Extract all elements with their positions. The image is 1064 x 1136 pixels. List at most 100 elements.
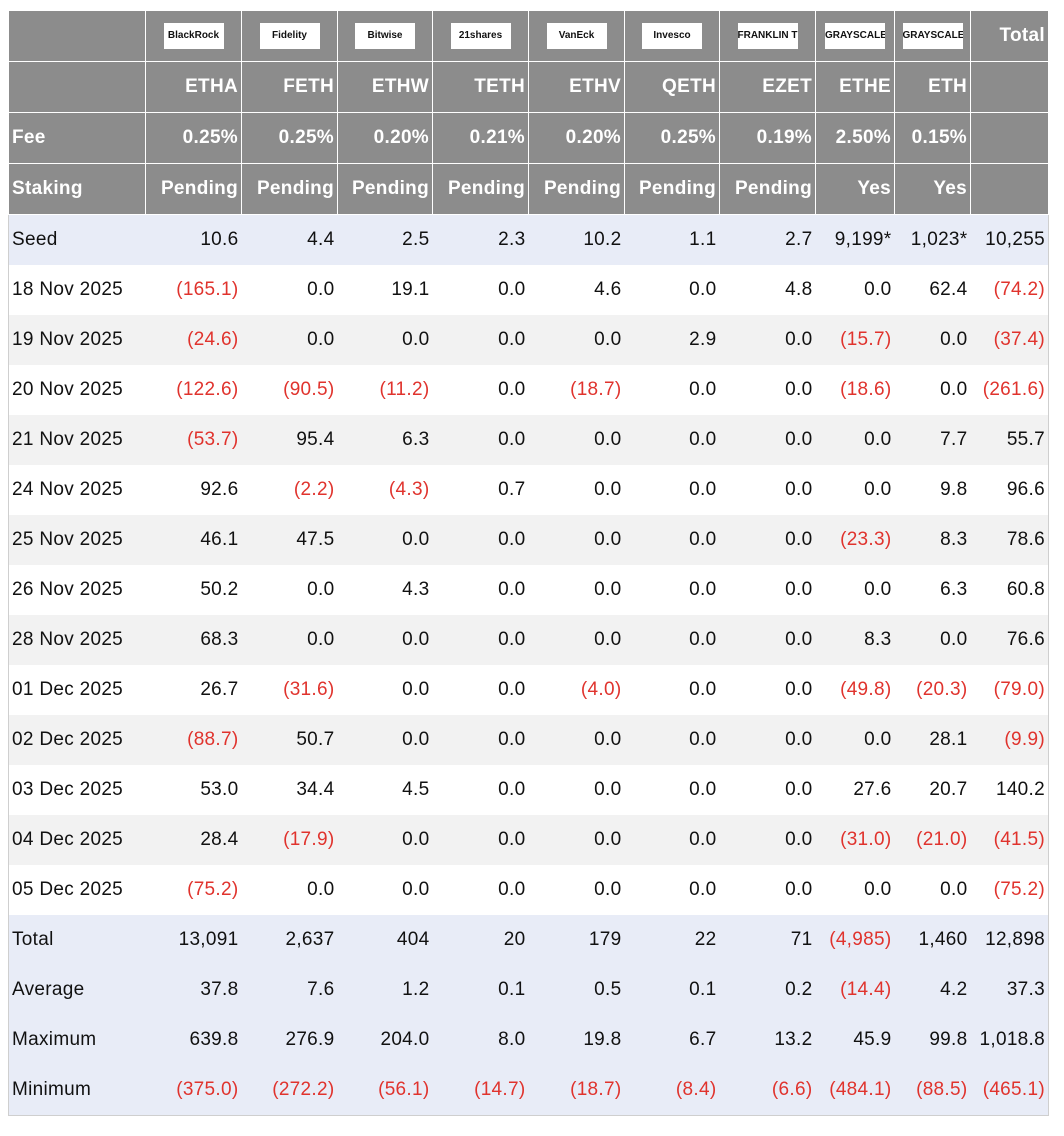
flow-cell: 78.6 <box>970 515 1049 565</box>
ticker: ETHV <box>528 61 625 113</box>
flow-cell: (465.1) <box>970 1065 1049 1116</box>
row-label: Staking <box>8 163 146 215</box>
table-body: BlackRock Fidelity Bitwise 21shares VanEck In… <box>8 10 1049 1116</box>
flow-cell: 68.3 <box>145 615 242 665</box>
flow-cell: (15.7) <box>815 315 895 365</box>
flow-cell: 50.2 <box>145 565 242 615</box>
flow-cell: (9.9) <box>970 715 1049 765</box>
flow-cell: 179 <box>528 915 625 965</box>
flow-cell: (14.4) <box>815 965 895 1015</box>
logo-cell: Fidelity <box>241 10 338 62</box>
data-row: 21 Nov 2025 (53.7) 95.4 6.3 0.0 0.0 0.0 0.0 0.0 7… <box>8 415 1049 465</box>
ticker: ETHA <box>145 61 242 113</box>
row-label: 01 Dec 2025 <box>8 665 146 715</box>
row-label: 26 Nov 2025 <box>8 565 146 615</box>
flow-cell: 27.6 <box>815 765 895 815</box>
flow-cell: (79.0) <box>970 665 1049 715</box>
flow-cell: 0.0 <box>624 715 720 765</box>
flow-cell: (8.4) <box>624 1065 720 1116</box>
ticker: TETH <box>432 61 529 113</box>
flow-cell: 276.9 <box>241 1015 338 1065</box>
flow-cell: 0.0 <box>528 465 625 515</box>
logo: VanEck <box>546 23 607 49</box>
flow-cell: 34.4 <box>241 765 338 815</box>
flow-cell: 140.2 <box>970 765 1049 815</box>
flow-cell: (31.6) <box>241 665 338 715</box>
data-row: 20 Nov 2025 (122.6) (90.5) (11.2) 0.0 (18.7) 0… <box>8 365 1049 415</box>
logo: Fidelity <box>259 23 320 49</box>
flow-cell: 0.0 <box>241 865 338 915</box>
logo-cell: Bitwise <box>337 10 433 62</box>
header-row: Staking Pending Pending Pending Pending Pendi… <box>8 163 1049 215</box>
flow-cell: 13.2 <box>719 1015 816 1065</box>
flow-cell: 1,460 <box>894 915 971 965</box>
flow-cell: 6.3 <box>337 415 433 465</box>
fee: 0.20% <box>337 112 433 164</box>
flow-cell: (4,985) <box>815 915 895 965</box>
data-row: 04 Dec 2025 28.4 (17.9) 0.0 0.0 0.0 0.0 0.0 (31.… <box>8 815 1049 865</box>
flow-cell: 0.0 <box>337 315 433 365</box>
flow-cell: 2.7 <box>719 214 816 265</box>
flow-cell: 0.0 <box>432 515 529 565</box>
flow-cell: 0.0 <box>719 315 816 365</box>
logo-cell: Invesco <box>624 10 720 62</box>
header-cell <box>970 112 1049 164</box>
ticker: ETH <box>894 61 971 113</box>
flow-cell: 26.7 <box>145 665 242 715</box>
flow-cell: 0.0 <box>719 815 816 865</box>
logo-cell: VanEck <box>528 10 625 62</box>
flow-cell: 0.0 <box>719 715 816 765</box>
logo: Invesco <box>642 23 702 49</box>
flow-cell: (18.6) <box>815 365 895 415</box>
row-label: 04 Dec 2025 <box>8 815 146 865</box>
flow-cell: (75.2) <box>145 865 242 915</box>
flow-cell: 47.5 <box>241 515 338 565</box>
logo-cell: 21shares <box>432 10 529 62</box>
staking: Yes <box>815 163 895 215</box>
flow-cell: (23.3) <box>815 515 895 565</box>
data-row: 26 Nov 2025 50.2 0.0 4.3 0.0 0.0 0.0 0.0 0.0 6.3 6… <box>8 565 1049 615</box>
logo: FRANKLIN TEMPLETON <box>737 23 798 49</box>
flow-cell: 0.0 <box>528 615 625 665</box>
row-label: Seed <box>8 214 146 265</box>
flow-cell: 0.0 <box>624 365 720 415</box>
flow-cell: 0.0 <box>337 515 433 565</box>
flow-cell: 19.1 <box>337 265 433 315</box>
header-cell <box>8 10 146 62</box>
flow-cell: 2,637 <box>241 915 338 965</box>
flow-cell: 0.2 <box>719 965 816 1015</box>
ticker: ETHW <box>337 61 433 113</box>
flow-cell: 62.4 <box>894 265 971 315</box>
row-label: 19 Nov 2025 <box>8 315 146 365</box>
header-row: ETHA FETH ETHW TETH ETHV QETH EZET ETHE ETH <box>8 61 1049 113</box>
staking: Pending <box>145 163 242 215</box>
flow-cell: (122.6) <box>145 365 242 415</box>
logo: 21shares <box>450 23 511 49</box>
row-label: Maximum <box>8 1015 146 1065</box>
flow-cell: (21.0) <box>894 815 971 865</box>
logo-cell: FRANKLIN TEMPLETON <box>719 10 816 62</box>
flow-cell: 0.0 <box>719 365 816 415</box>
data-row: 01 Dec 2025 26.7 (31.6) 0.0 0.0 (4.0) 0.0 0.0 (4… <box>8 665 1049 715</box>
flow-cell: 8.3 <box>894 515 971 565</box>
flow-cell: (18.7) <box>528 365 625 415</box>
flow-cell: 7.7 <box>894 415 971 465</box>
flow-cell: 0.0 <box>815 265 895 315</box>
logo-cell: BlackRock <box>145 10 242 62</box>
staking: Pending <box>528 163 625 215</box>
flow-cell: (4.3) <box>337 465 433 515</box>
flow-cell: 4.2 <box>894 965 971 1015</box>
flow-cell: 45.9 <box>815 1015 895 1065</box>
flow-cell: 37.8 <box>145 965 242 1015</box>
row-label: Fee <box>8 112 146 164</box>
flow-cell: 2.9 <box>624 315 720 365</box>
flow-cell: 0.1 <box>624 965 720 1015</box>
flow-cell: 92.6 <box>145 465 242 515</box>
flow-cell: 0.0 <box>719 765 816 815</box>
row-label: Average <box>8 965 146 1015</box>
flow-cell: 95.4 <box>241 415 338 465</box>
flow-cell: 0.0 <box>432 765 529 815</box>
flow-cell: 204.0 <box>337 1015 433 1065</box>
flow-cell: (53.7) <box>145 415 242 465</box>
